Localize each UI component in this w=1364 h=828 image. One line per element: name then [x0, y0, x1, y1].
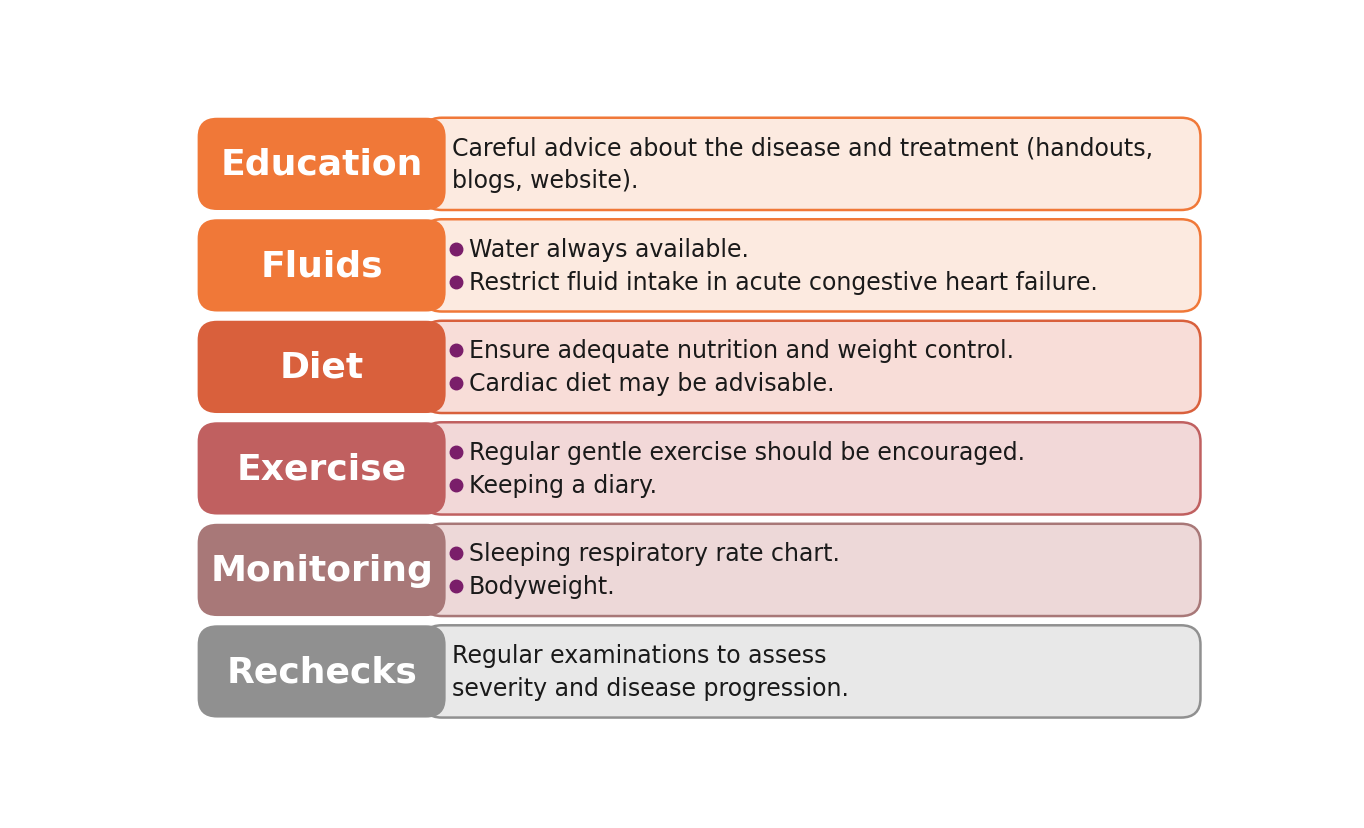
Text: Ensure adequate nutrition and weight control.: Ensure adequate nutrition and weight con…	[469, 339, 1013, 363]
FancyBboxPatch shape	[423, 118, 1200, 211]
FancyBboxPatch shape	[198, 423, 446, 515]
FancyBboxPatch shape	[198, 625, 446, 718]
Text: Keeping a diary.: Keeping a diary.	[469, 474, 657, 498]
FancyBboxPatch shape	[423, 220, 1200, 312]
FancyBboxPatch shape	[423, 625, 1200, 718]
Text: Monitoring: Monitoring	[210, 553, 432, 587]
Text: blogs, website).: blogs, website).	[451, 169, 638, 193]
Text: Diet: Diet	[280, 350, 364, 384]
Text: Cardiac diet may be advisable.: Cardiac diet may be advisable.	[469, 372, 835, 396]
Text: Careful advice about the disease and treatment (handouts,: Careful advice about the disease and tre…	[451, 137, 1153, 160]
Text: Restrict fluid intake in acute congestive heart failure.: Restrict fluid intake in acute congestiv…	[469, 271, 1098, 295]
Text: Bodyweight.: Bodyweight.	[469, 575, 615, 599]
Text: Exercise: Exercise	[236, 452, 406, 486]
Text: Rechecks: Rechecks	[226, 655, 417, 689]
FancyBboxPatch shape	[198, 220, 446, 312]
Text: Education: Education	[221, 147, 423, 181]
FancyBboxPatch shape	[423, 524, 1200, 616]
FancyBboxPatch shape	[198, 118, 446, 211]
Text: Regular gentle exercise should be encouraged.: Regular gentle exercise should be encour…	[469, 440, 1024, 465]
Text: severity and disease progression.: severity and disease progression.	[451, 676, 848, 700]
FancyBboxPatch shape	[423, 423, 1200, 515]
Text: Water always available.: Water always available.	[469, 238, 749, 262]
Text: Fluids: Fluids	[261, 249, 383, 283]
FancyBboxPatch shape	[198, 524, 446, 616]
Text: Regular examinations to assess: Regular examinations to assess	[451, 643, 827, 667]
Text: Sleeping respiratory rate chart.: Sleeping respiratory rate chart.	[469, 542, 840, 566]
FancyBboxPatch shape	[198, 321, 446, 413]
FancyBboxPatch shape	[423, 321, 1200, 413]
